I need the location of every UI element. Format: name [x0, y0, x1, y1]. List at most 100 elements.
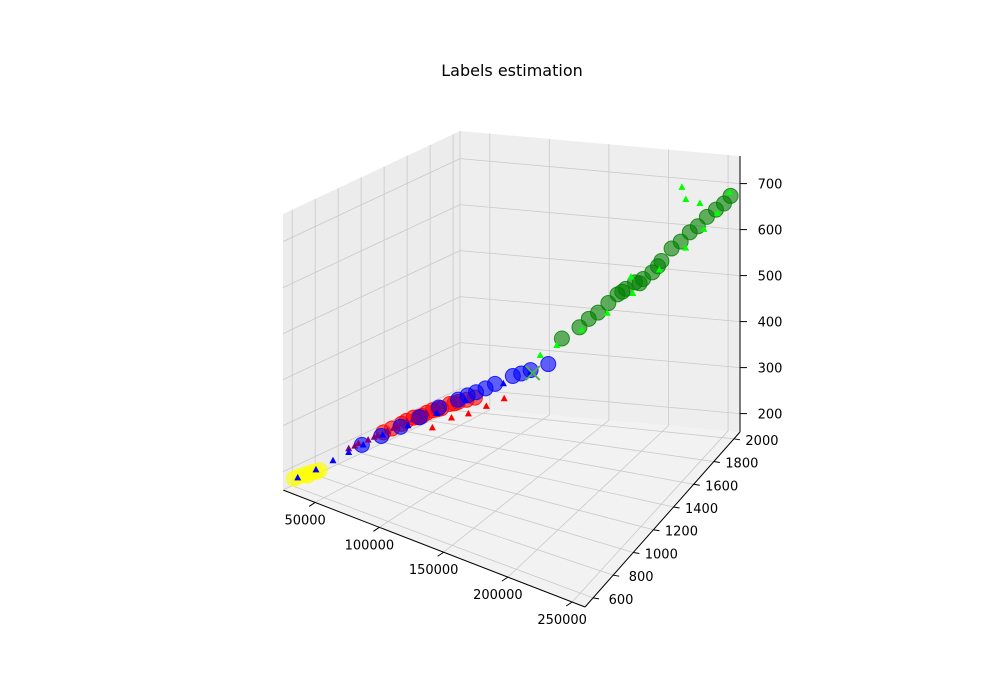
z-tick-label: 700	[758, 178, 783, 193]
point-estimate-blue	[312, 465, 320, 473]
point-estimate-lime	[578, 326, 586, 333]
grid-line-z-back	[459, 342, 741, 368]
point-estimate-blue	[379, 431, 387, 438]
point-estimate-lime	[696, 199, 704, 206]
y-tick	[733, 438, 741, 441]
point-estimate-red	[464, 409, 472, 417]
grid-line-z-side	[282, 388, 461, 472]
point-estimate-lime	[629, 289, 637, 297]
point-estimate-blue	[294, 473, 302, 481]
x-tick	[565, 601, 573, 607]
point-estimate-purple	[374, 431, 382, 439]
point-estimate-purple	[384, 427, 392, 434]
point-estimate-purple	[345, 444, 353, 452]
grid-line-y-floor	[430, 420, 714, 462]
point-estimate-purple	[403, 417, 411, 425]
y-tick-label: 1000	[645, 547, 678, 562]
y-tick	[613, 574, 620, 577]
floor-pane	[283, 407, 740, 607]
y-tick	[713, 461, 720, 464]
point-cluster-green	[631, 275, 648, 292]
grid-line-z-back	[459, 158, 741, 184]
point-cluster-green	[722, 187, 739, 204]
point-estimate-lime	[700, 225, 708, 232]
z-tick-label: 500	[758, 270, 783, 285]
x-tick	[373, 526, 380, 532]
point-estimate-blue	[499, 379, 507, 387]
point-cluster-green	[649, 258, 666, 275]
point-cluster-green	[553, 330, 570, 347]
x-tick-label: 250000	[537, 613, 587, 628]
grid-line-z-side	[282, 296, 461, 380]
point-estimate-purple	[364, 436, 372, 443]
grid-line-y-floor	[315, 474, 614, 576]
x-tick-label: 50000	[284, 513, 325, 528]
grid-line-z-side	[282, 250, 461, 334]
point-estimate-purple	[390, 424, 398, 431]
y-tick-label: 1800	[725, 457, 758, 472]
point-estimate-blue	[433, 409, 441, 417]
point-estimate-purple	[432, 405, 440, 412]
point-estimate-lime	[682, 195, 690, 202]
point-estimate-red	[448, 413, 456, 421]
point-estimate-purple	[422, 409, 430, 416]
point-estimate-lime	[713, 209, 721, 216]
point-estimate-blue	[345, 448, 353, 455]
grid-line-z-side	[282, 342, 461, 426]
point-estimate-lime	[678, 183, 686, 190]
point-cluster-blue	[459, 387, 476, 404]
point-estimate-lime	[627, 273, 635, 280]
chart-title: Labels estimation	[441, 61, 583, 80]
point-cluster-blue	[477, 380, 494, 397]
point-cluster-blue	[430, 399, 447, 416]
series-estimate-red	[428, 394, 508, 431]
point-estimate-purple	[354, 439, 362, 447]
axis-ticks: 50000 100000 150000 200000 250000 600 800 1000 1…	[284, 178, 782, 628]
x-tick	[308, 502, 316, 507]
series-estimate-purple	[345, 405, 440, 452]
y-tick	[592, 597, 600, 600]
point-estimate-purple	[393, 422, 401, 430]
z-tick-label: 200	[758, 408, 783, 423]
grid-line-z-side	[282, 204, 461, 288]
y-tick-label: 800	[629, 570, 654, 585]
point-estimate-purple	[409, 415, 417, 423]
y-tick	[693, 483, 700, 486]
z-tick-label: 600	[758, 224, 783, 239]
y-tick-label: 1400	[685, 502, 718, 517]
back-pane	[460, 131, 740, 432]
x-axis-line	[282, 489, 586, 608]
point-cluster-blue	[540, 356, 557, 373]
x-tick	[437, 551, 444, 557]
series-estimate-lime	[536, 183, 734, 359]
point-estimate-lime	[603, 309, 611, 316]
y-tick	[673, 506, 680, 509]
y-tick	[653, 529, 660, 532]
grid-line-x-floor	[571, 430, 729, 603]
point-estimate-blue	[404, 421, 412, 429]
y-tick-label: 1600	[705, 479, 738, 494]
point-estimate-red	[428, 423, 436, 431]
point-estimate-lime	[536, 351, 544, 359]
axis-panes	[283, 131, 740, 607]
y-tick-label: 600	[609, 593, 634, 608]
point-estimate-purple	[370, 433, 378, 440]
grid-line-y-floor	[361, 452, 654, 531]
point-estimate-lime	[682, 244, 690, 251]
y-tick-label: 1200	[665, 525, 698, 540]
x-tick-label: 200000	[473, 588, 523, 603]
point-estimate-blue	[359, 440, 367, 448]
grid-line-y-floor	[453, 409, 735, 440]
z-tick-label: 400	[758, 316, 783, 331]
grid-line-y-floor	[292, 485, 594, 599]
y-tick	[633, 551, 640, 554]
x-tick-label: 150000	[409, 563, 459, 578]
grid-line-y-floor	[338, 463, 634, 553]
point-estimate-red	[500, 394, 508, 402]
data-marks	[286, 183, 739, 487]
y-tick-label: 2000	[745, 434, 778, 449]
grid-line-y-floor	[407, 431, 694, 485]
grid-line-z-back	[459, 388, 741, 414]
grid-line-y-floor	[384, 442, 674, 508]
